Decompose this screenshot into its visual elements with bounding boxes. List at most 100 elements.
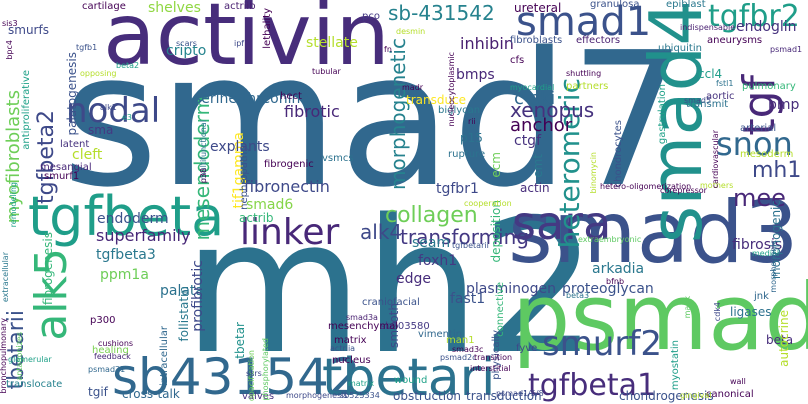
word: smad3a xyxy=(346,313,378,322)
word: cripto xyxy=(166,43,207,59)
word: nucleus xyxy=(332,355,371,366)
word: opposing xyxy=(80,69,117,78)
word: ccl4 xyxy=(698,67,723,81)
word: smad7 xyxy=(62,12,688,228)
word: ssrs xyxy=(246,369,262,378)
word: collagen xyxy=(385,203,478,228)
word: sb431542 xyxy=(112,348,361,404)
word: ureteral xyxy=(514,1,562,15)
word: corepressor xyxy=(660,186,707,195)
word: hetero-oligomerization xyxy=(600,182,692,191)
word: c-ski xyxy=(514,88,556,109)
word: gingival xyxy=(680,391,712,400)
word: actriia xyxy=(330,344,356,353)
word: scars xyxy=(176,39,197,48)
word: palatogenesis xyxy=(65,52,79,136)
word: ecm xyxy=(489,152,503,178)
word: smurfs xyxy=(8,23,49,37)
word: jnk xyxy=(754,291,769,302)
word: beta3 xyxy=(566,291,590,300)
word: fibrogenesis xyxy=(41,232,55,306)
word: sb-431542 xyxy=(388,1,495,25)
word: ppm1a xyxy=(100,267,149,283)
word: valves xyxy=(242,391,275,402)
word: gastrulation xyxy=(657,84,668,145)
word: fstl1 xyxy=(716,79,734,88)
word: morphogenesis xyxy=(286,391,348,400)
word: rupture xyxy=(448,149,486,160)
word: nephropathy xyxy=(239,146,250,210)
word: explants xyxy=(210,139,270,155)
word: morphogenic xyxy=(769,240,778,293)
word: beta xyxy=(766,333,794,347)
word: deposition xyxy=(489,200,503,263)
word: beta2 xyxy=(116,61,140,70)
word: serine/threonine xyxy=(194,91,309,107)
word: autocrine xyxy=(777,310,791,367)
word: pco xyxy=(362,11,380,22)
word: activin xyxy=(103,0,390,85)
word: myocardial xyxy=(510,83,555,92)
word: medial xyxy=(752,249,780,258)
word: man1 xyxy=(446,335,475,346)
word: smad6 xyxy=(246,197,294,213)
word: aortic xyxy=(706,91,735,102)
word: tgfbeta xyxy=(28,185,225,248)
word: edge xyxy=(396,271,431,287)
word: xenopus xyxy=(510,98,595,122)
word: shuttling xyxy=(566,69,602,78)
word: cooperation xyxy=(464,199,512,208)
word: arkadia xyxy=(592,261,645,277)
word: nodal xyxy=(66,91,161,131)
word: alk4 xyxy=(360,220,403,244)
word: stellate xyxy=(306,35,358,51)
word: alk1 xyxy=(100,103,117,112)
word: superfamily xyxy=(96,226,191,245)
word: ligases xyxy=(730,305,772,319)
word: transduce xyxy=(406,93,467,107)
word: smad3 xyxy=(508,183,799,283)
word: connective xyxy=(495,282,506,337)
word: nucleocytoplasmic xyxy=(447,52,456,127)
word: psmad1/5/8 xyxy=(496,389,544,398)
word: tbetari xyxy=(322,348,496,404)
word: sara xyxy=(512,196,612,250)
word: smurf2 xyxy=(542,324,662,364)
word: feedback xyxy=(94,352,131,361)
word: rii xyxy=(468,117,476,126)
word: fibrosis xyxy=(732,237,783,253)
word: emt xyxy=(531,154,545,178)
word: anchor xyxy=(510,115,573,136)
word: psmad21 xyxy=(88,365,126,374)
word: sis3 xyxy=(2,19,18,28)
word: wound xyxy=(394,375,428,386)
word: endoderm xyxy=(97,211,169,227)
word: palatal xyxy=(160,283,208,299)
word: tgfbeta2 xyxy=(34,110,59,204)
word: myostatin xyxy=(670,340,681,391)
word: ipf xyxy=(234,39,245,48)
word: tgif xyxy=(88,385,108,399)
word: proteoglycan xyxy=(562,281,654,297)
word: shelves xyxy=(148,0,201,16)
word: p300 xyxy=(90,315,116,326)
word: sma xyxy=(88,123,114,137)
word: chondrogenesis xyxy=(619,389,714,403)
word: transduction xyxy=(466,389,542,403)
word: plasminogen xyxy=(466,281,556,297)
word: foxh1 xyxy=(418,253,458,269)
word: transmit xyxy=(686,99,729,110)
word: tgfb1 xyxy=(76,43,98,52)
word: fyve xyxy=(516,343,538,354)
word: cardiovascular xyxy=(711,130,720,189)
word: cdk4 xyxy=(713,302,722,322)
word: ctgf xyxy=(514,133,542,149)
word: tgfbetarii xyxy=(452,241,489,250)
word: transition xyxy=(474,353,513,362)
word: transforming xyxy=(400,225,529,249)
word: bmps xyxy=(456,67,495,83)
word: extraembryonic xyxy=(578,235,642,244)
word: phosphorylated xyxy=(261,338,270,401)
word: antiproliferative xyxy=(21,70,32,150)
